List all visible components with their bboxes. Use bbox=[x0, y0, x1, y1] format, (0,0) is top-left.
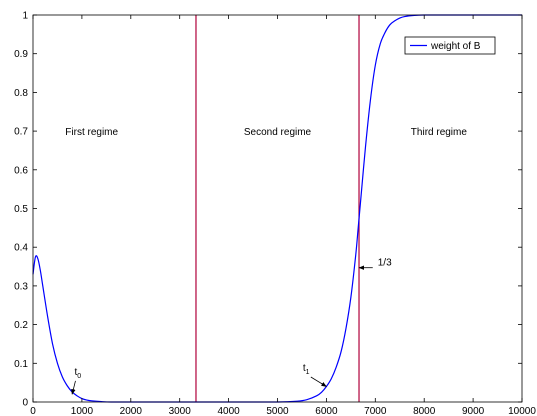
x-tick-label: 2000 bbox=[120, 406, 143, 416]
regime-label: Second regime bbox=[244, 127, 312, 138]
series-layer bbox=[32, 14, 522, 403]
y-tick-label: 0.7 bbox=[14, 127, 28, 138]
regime-label: First regime bbox=[65, 127, 118, 138]
y-tick-label: 0.2 bbox=[14, 320, 28, 331]
annotation-label-t0: t0 bbox=[74, 367, 81, 380]
y-tick-label: 1 bbox=[22, 11, 28, 22]
annotation-label-one-third: 1/3 bbox=[378, 258, 392, 269]
x-tick-label: 10000 bbox=[508, 406, 536, 416]
regime-labels: First regime Second regime Third regime bbox=[65, 127, 467, 138]
legend-box bbox=[404, 36, 496, 55]
x-tick-label: 9000 bbox=[462, 406, 485, 416]
regime-boundaries bbox=[195, 15, 360, 402]
series-line-weight-of-b bbox=[32, 14, 522, 403]
regime-label: Third regime bbox=[411, 127, 468, 138]
x-tick-label: 8000 bbox=[413, 406, 436, 416]
annotation-arrow-t0 bbox=[71, 380, 76, 395]
legend: weight of B bbox=[404, 36, 496, 55]
annotation-label-t1: t1 bbox=[303, 363, 310, 376]
x-tick-label: 0 bbox=[30, 406, 36, 416]
y-tick-label: 0.5 bbox=[14, 204, 28, 215]
x-tick-label: 7000 bbox=[364, 406, 387, 416]
y-tick-label: 0.3 bbox=[14, 281, 28, 292]
legend-entry: weight of B bbox=[430, 41, 481, 52]
x-tick-label: 6000 bbox=[315, 406, 338, 416]
x-tick-label: 4000 bbox=[217, 406, 240, 416]
axes bbox=[32, 14, 523, 403]
annotations: t0 t1 1/3 bbox=[71, 258, 392, 395]
y-axis-ticks: 0 0.1 0.2 0.3 0.4 0.5 0.6 0.7 0.8 0.9 1 bbox=[14, 11, 522, 409]
y-tick-label: 0.6 bbox=[14, 165, 28, 176]
y-tick-label: 0.9 bbox=[14, 49, 28, 60]
y-tick-label: 0 bbox=[22, 398, 28, 409]
y-tick-label: 0.1 bbox=[14, 359, 28, 370]
x-tick-label: 5000 bbox=[266, 406, 289, 416]
plot-frame bbox=[32, 14, 523, 403]
y-tick-label: 0.8 bbox=[14, 88, 28, 99]
x-tick-label: 3000 bbox=[169, 406, 192, 416]
annotation-arrow-t1 bbox=[310, 376, 327, 387]
y-tick-label: 0.4 bbox=[14, 243, 28, 254]
x-tick-label: 1000 bbox=[71, 406, 94, 416]
x-axis-ticks: 0 1000 2000 3000 4000 5000 6000 7000 8000 9000 100… bbox=[30, 15, 536, 416]
